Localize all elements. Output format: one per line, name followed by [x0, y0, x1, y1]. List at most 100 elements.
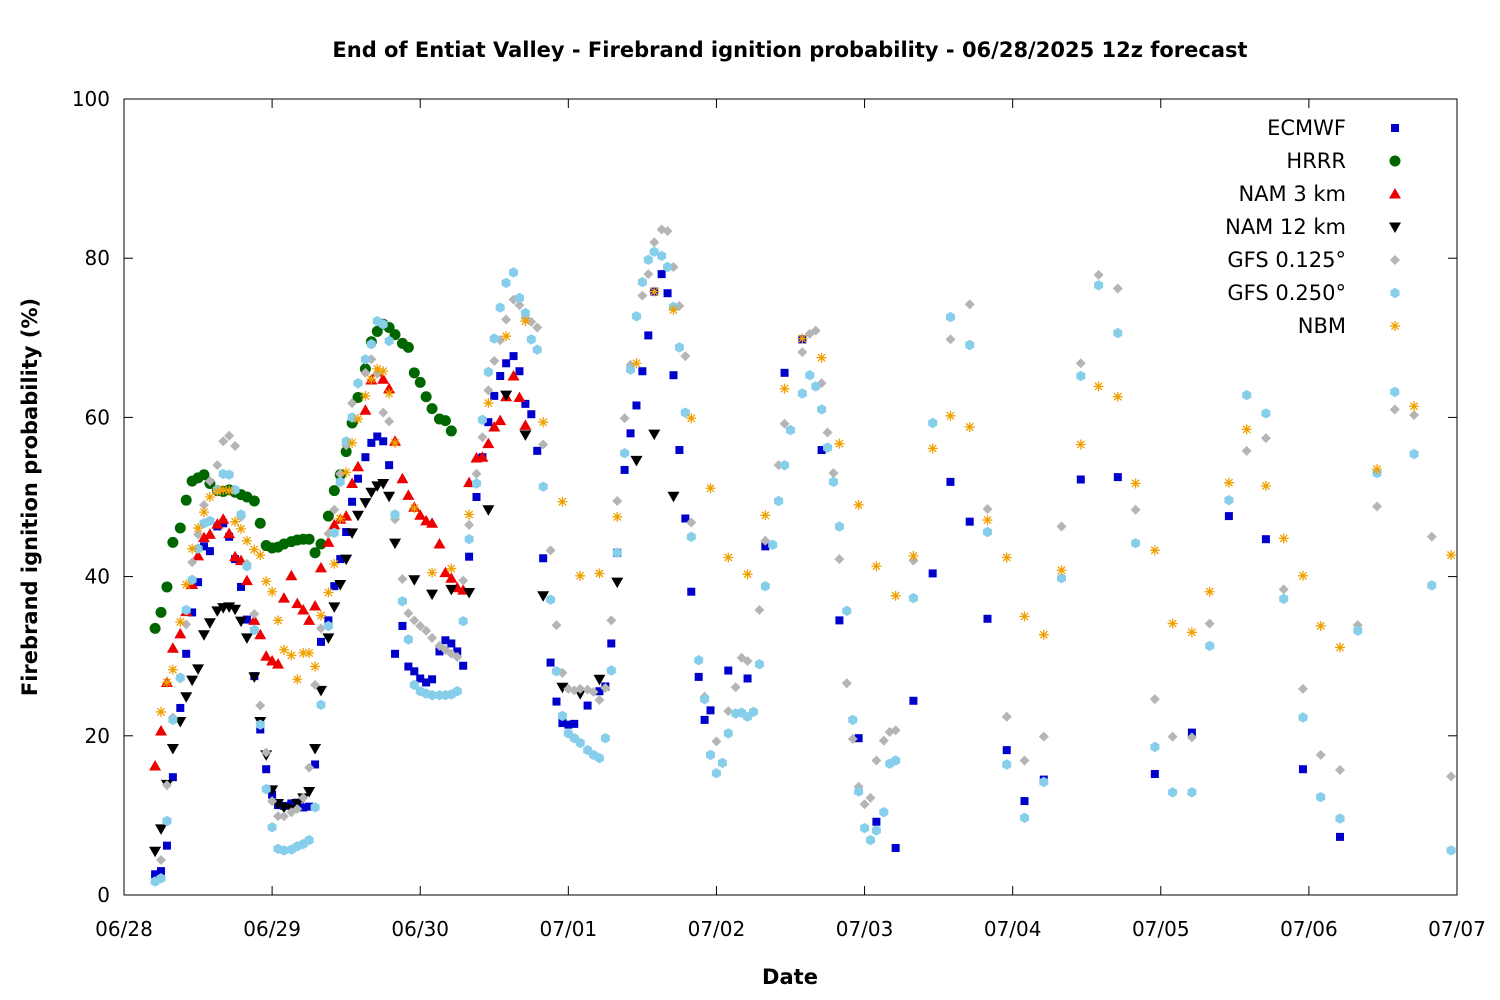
- data-point: [484, 418, 493, 427]
- data-point: [167, 664, 178, 675]
- data-point: [780, 368, 789, 377]
- data-point: [1204, 618, 1215, 629]
- data-point: [310, 679, 321, 690]
- data-point: [575, 683, 586, 694]
- data-point: [964, 299, 975, 310]
- data-point: [340, 554, 353, 566]
- data-point: [309, 547, 321, 559]
- data-point: [983, 614, 992, 623]
- data-point: [322, 633, 335, 644]
- data-marks: [149, 224, 1457, 887]
- data-point: [1167, 731, 1178, 742]
- plot-frame: [123, 98, 1458, 896]
- data-point: [464, 519, 475, 530]
- data-point: [192, 549, 205, 561]
- data-point: [441, 636, 450, 645]
- data-point: [686, 517, 697, 528]
- data-point: [310, 802, 320, 813]
- data-point: [408, 575, 421, 586]
- legend-item-hrrr: HRRR: [1286, 149, 1401, 173]
- data-point: [248, 614, 261, 625]
- data-point: [649, 246, 659, 257]
- data-point: [272, 658, 285, 669]
- data-point: [267, 796, 278, 807]
- data-point: [1224, 495, 1234, 506]
- data-point: [780, 460, 790, 471]
- data-point: [501, 314, 512, 325]
- data-point: [303, 787, 316, 798]
- data-point: [384, 416, 395, 427]
- data-point: [761, 542, 770, 551]
- data-point: [588, 687, 599, 698]
- series-gfs-0-250: [150, 246, 1456, 887]
- data-point: [648, 429, 661, 441]
- data-point: [557, 710, 567, 722]
- data-point: [1446, 550, 1457, 561]
- data-point: [237, 582, 246, 591]
- data-point: [427, 632, 438, 643]
- data-point: [593, 674, 606, 686]
- data-point: [241, 535, 252, 546]
- legend-marker: [1390, 255, 1400, 265]
- x-tick-label: 06/30: [391, 917, 449, 941]
- data-point: [1260, 433, 1271, 444]
- data-point: [181, 579, 192, 590]
- data-point: [416, 674, 425, 683]
- data-point: [909, 696, 918, 705]
- data-point: [871, 755, 882, 766]
- data-point: [452, 686, 462, 697]
- data-point: [304, 648, 315, 659]
- data-point: [490, 391, 499, 400]
- data-point: [1130, 478, 1141, 489]
- data-point: [342, 528, 351, 537]
- data-point: [779, 418, 790, 429]
- data-point: [706, 749, 715, 761]
- data-point: [600, 683, 611, 694]
- data-point: [509, 267, 518, 278]
- data-point: [891, 844, 900, 853]
- data-point: [273, 615, 284, 626]
- data-point: [175, 672, 185, 683]
- data-point: [261, 747, 272, 758]
- data-point: [1278, 584, 1289, 595]
- data-point: [686, 531, 696, 542]
- data-point: [1001, 711, 1012, 722]
- data-point: [278, 811, 289, 822]
- legend-marker: [1390, 321, 1400, 331]
- data-point: [557, 496, 568, 507]
- data-point: [502, 359, 511, 368]
- data-point: [626, 364, 635, 375]
- data-point: [637, 290, 648, 301]
- data-point: [817, 446, 826, 455]
- data-point: [378, 407, 389, 418]
- data-point: [797, 333, 808, 344]
- data-point: [488, 420, 501, 432]
- data-point: [928, 417, 938, 429]
- data-point: [193, 529, 204, 540]
- data-point: [453, 647, 462, 656]
- data-point: [402, 489, 415, 500]
- data-point: [204, 476, 215, 487]
- data-point: [353, 378, 363, 389]
- data-point: [161, 780, 172, 791]
- data-point: [908, 592, 918, 604]
- data-point: [841, 678, 852, 689]
- data-point: [359, 404, 372, 415]
- data-point: [149, 622, 161, 634]
- data-point: [236, 509, 246, 520]
- data-point: [611, 577, 624, 589]
- data-point: [151, 870, 160, 879]
- data-point: [612, 495, 623, 506]
- data-point: [1409, 401, 1420, 412]
- data-point: [1187, 787, 1197, 798]
- data-point: [828, 468, 839, 479]
- data-point: [1112, 391, 1123, 402]
- data-point: [663, 289, 672, 298]
- data-point: [742, 655, 753, 666]
- data-point: [823, 442, 832, 453]
- data-point: [946, 477, 955, 486]
- data-point: [267, 822, 277, 833]
- data-point: [552, 697, 561, 706]
- data-point: [657, 270, 666, 279]
- data-point: [203, 618, 216, 629]
